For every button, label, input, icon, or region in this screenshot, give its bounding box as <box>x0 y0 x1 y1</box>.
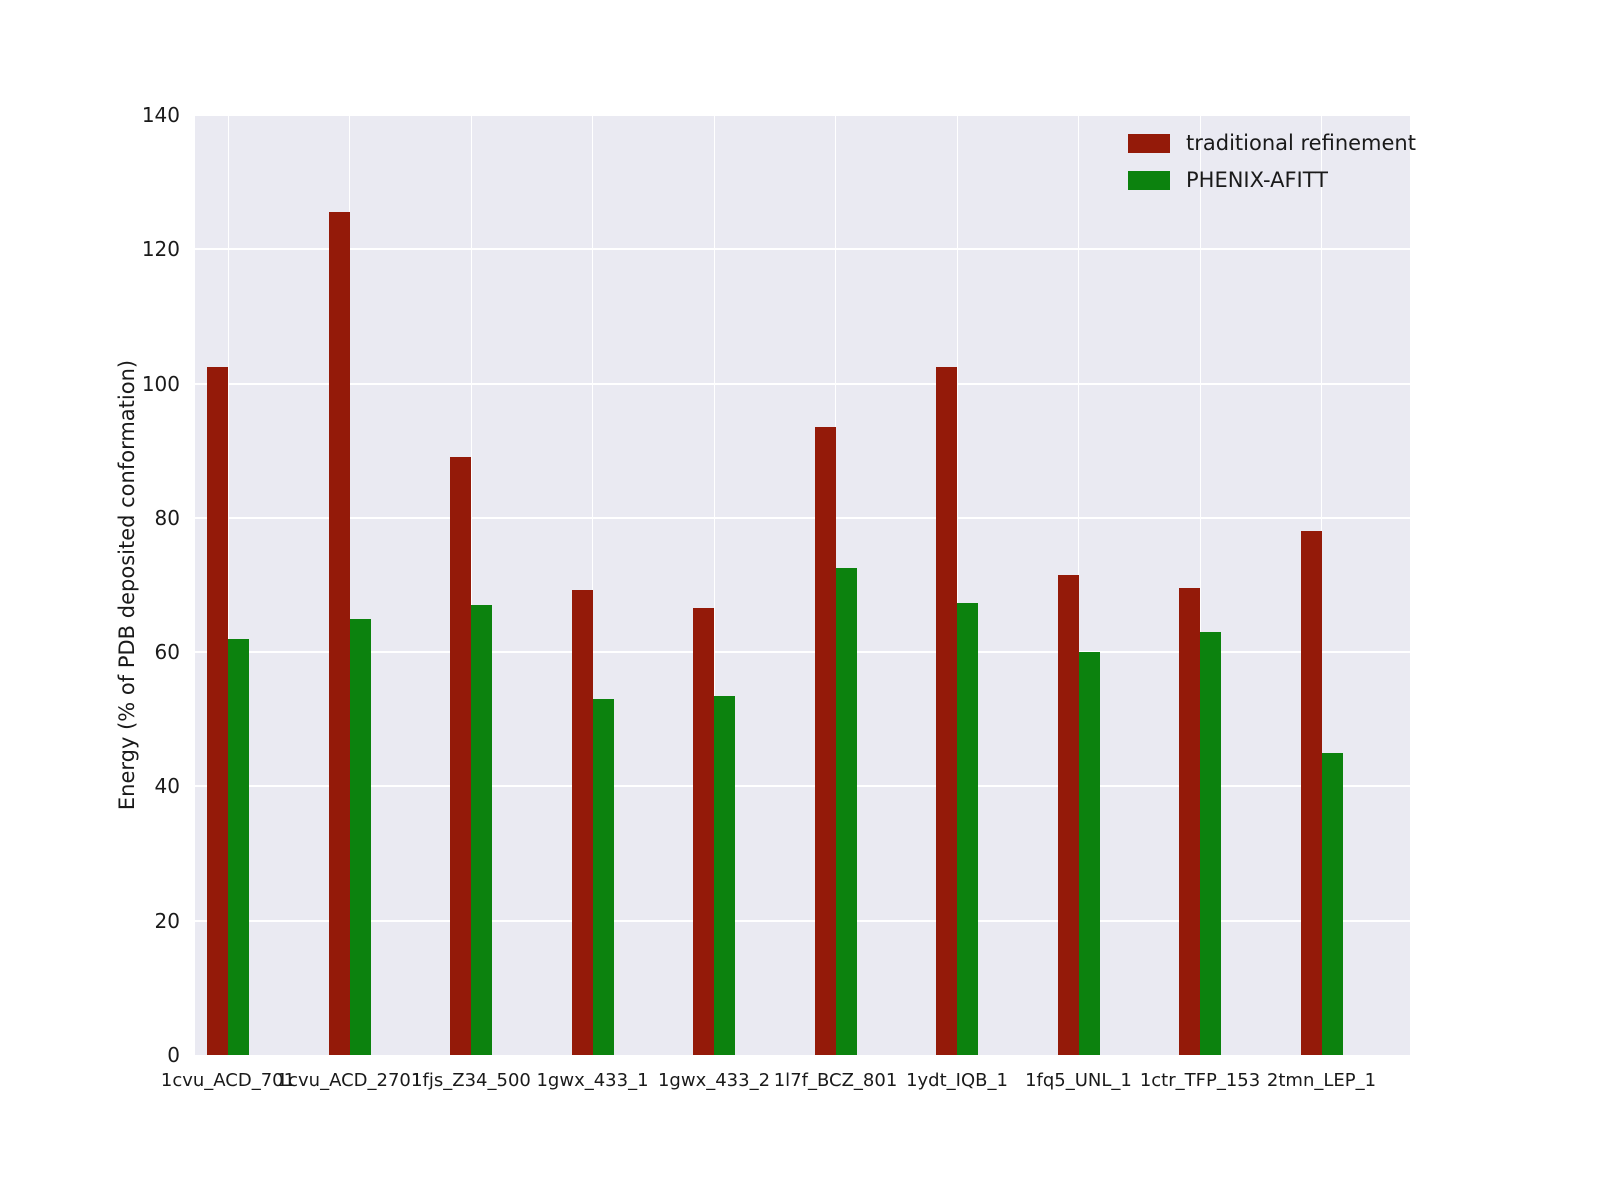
legend-item-phenix-afitt: PHENIX-AFITT <box>1128 168 1416 192</box>
bar-phenix-afitt-1l7f_BCZ_801 <box>835 568 857 1055</box>
bar-traditional-refinement-1fjs_Z34_500 <box>450 457 471 1055</box>
legend-label-phenix-afitt: PHENIX-AFITT <box>1186 168 1329 192</box>
bar-phenix-afitt-1ctr_TFP_153 <box>1200 632 1221 1055</box>
bar-phenix-afitt-1gwx_433_1 <box>592 699 614 1055</box>
x-tick-label: 1gwx_433_1 <box>536 1070 649 1091</box>
legend-swatch-phenix-afitt <box>1128 170 1170 190</box>
y-tick-label: 60 <box>154 640 180 665</box>
x-tick-label: 1fjs_Z34_500 <box>411 1070 531 1091</box>
gridline-horizontal <box>195 651 1410 654</box>
legend-label-traditional-refinement: traditional refinement <box>1186 131 1416 155</box>
x-tick-label: 1cvu_ACD_701 <box>160 1070 296 1091</box>
y-tick-label: 20 <box>154 908 180 933</box>
y-tick-label: 100 <box>141 371 180 396</box>
bar-traditional-refinement-1l7f_BCZ_801 <box>814 427 836 1055</box>
bar-traditional-refinement-1cvu_ACD_2701 <box>328 212 350 1055</box>
y-tick-label: 40 <box>154 774 180 799</box>
bar-traditional-refinement-1ydt_IQB_1 <box>936 366 957 1055</box>
y-tick-label: 80 <box>154 505 180 530</box>
x-tick-label: 1ydt_IQB_1 <box>906 1070 1008 1091</box>
x-tick-label: 1fq5_UNL_1 <box>1025 1070 1132 1091</box>
y-tick-label: 140 <box>141 103 180 127</box>
bar-phenix-afitt-1ydt_IQB_1 <box>957 603 978 1055</box>
bar-traditional-refinement-1gwx_433_2 <box>693 607 714 1055</box>
bar-phenix-afitt-1fq5_UNL_1 <box>1078 652 1100 1055</box>
y-axis-label: Energy (% of PDB deposited conformation) <box>115 359 139 811</box>
bar-phenix-afitt-2tmn_LEP_1 <box>1321 752 1343 1055</box>
gridline-horizontal <box>195 919 1410 922</box>
legend-swatch-traditional-refinement <box>1128 133 1170 153</box>
gridline-horizontal <box>195 114 1410 116</box>
x-tick-label: 1gwx_433_2 <box>657 1070 771 1091</box>
gridline-vertical <box>1321 115 1322 1055</box>
gridline-vertical <box>592 115 593 1055</box>
bar-traditional-refinement-1cvu_ACD_701 <box>207 366 228 1055</box>
gridline-vertical <box>1078 115 1079 1055</box>
y-tick-label: 0 <box>167 1043 180 1067</box>
bar-phenix-afitt-1fjs_Z34_500 <box>471 605 492 1055</box>
bar-traditional-refinement-1gwx_433_1 <box>571 590 593 1055</box>
y-tick-label: 120 <box>141 237 180 262</box>
gridline-horizontal <box>195 248 1410 251</box>
gridline-horizontal <box>195 785 1410 788</box>
plot-area <box>195 114 1410 1055</box>
x-tick-label: 1ctr_TFP_153 <box>1139 1070 1261 1091</box>
gridline-horizontal <box>195 382 1410 385</box>
bar-traditional-refinement-2tmn_LEP_1 <box>1300 531 1322 1055</box>
x-tick-label: 1cvu_ACD_2701 <box>276 1070 423 1091</box>
x-tick-label: 1l7f_BCZ_801 <box>773 1070 898 1091</box>
bar-phenix-afitt-1cvu_ACD_701 <box>228 638 249 1055</box>
gridline-horizontal <box>195 516 1410 519</box>
x-tick-label: 2tmn_LEP_1 <box>1266 1070 1377 1091</box>
gridline-vertical <box>1199 115 1201 1055</box>
legend-item-traditional-refinement: traditional refinement <box>1128 131 1416 155</box>
gridline-vertical <box>470 115 472 1055</box>
gridline-vertical <box>349 115 350 1055</box>
legend: traditional refinement PHENIX-AFITT <box>1128 131 1416 192</box>
gridline-vertical <box>956 115 958 1055</box>
gridline-vertical <box>227 115 229 1055</box>
bar-phenix-afitt-1cvu_ACD_2701 <box>349 618 371 1055</box>
bar-traditional-refinement-1ctr_TFP_153 <box>1179 588 1200 1055</box>
gridline-vertical <box>713 115 715 1055</box>
bar-phenix-afitt-1gwx_433_2 <box>714 695 735 1055</box>
bar-traditional-refinement-1fq5_UNL_1 <box>1057 574 1079 1055</box>
